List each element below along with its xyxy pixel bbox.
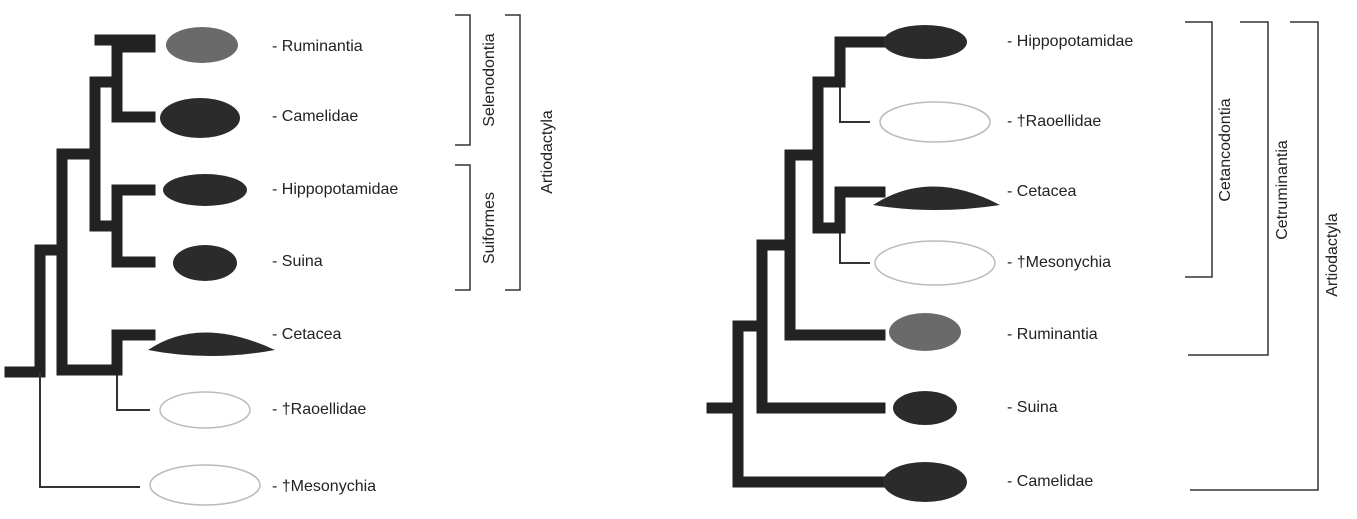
clade-label: Cetancodontia (1217, 98, 1234, 201)
leaf-label: - Camelidae (1007, 473, 1093, 490)
cetacean-icon (148, 333, 275, 357)
leaf-label: - Cetacea (1007, 183, 1076, 200)
suina-icon (893, 391, 957, 425)
leaf-label: - Suina (1007, 399, 1058, 416)
right-labels: - Hippopotamidae - †Raoellidae - Cetacea… (1007, 33, 1133, 490)
clade-bracket (1190, 22, 1318, 490)
raoellid-icon (160, 392, 250, 428)
clade-label: Suiformes (481, 192, 498, 264)
branch (117, 370, 150, 410)
leaf-label: - Ruminantia (272, 38, 363, 55)
leaf-label: - †Mesonychia (1007, 254, 1111, 271)
branch (840, 192, 880, 228)
branch (840, 42, 880, 82)
clade-bracket (1185, 22, 1212, 277)
left-tree-branches (10, 40, 150, 487)
right-animals (873, 25, 1000, 502)
branch (40, 372, 140, 487)
raoellid-icon (880, 102, 990, 142)
clade-label: Cetruminantia (1274, 140, 1291, 240)
branch (840, 82, 870, 122)
leaf-label: - Suina (272, 253, 323, 270)
leaf-label: - Ruminantia (1007, 326, 1098, 343)
left-animals (148, 27, 275, 505)
hippo-icon (883, 25, 967, 59)
leaf-label: - Hippopotamidae (1007, 33, 1133, 50)
branch (10, 250, 62, 372)
right-clades: Cetancodontia Cetruminantia Artiodactyla (1185, 22, 1341, 490)
leaf-label: - Cetacea (272, 326, 341, 343)
clade-bracket (455, 15, 470, 145)
ruminant-icon (889, 313, 961, 351)
leaf-label: - †Raoellidae (1007, 113, 1101, 130)
branch (790, 155, 880, 335)
leaf-label: - Hippopotamidae (272, 181, 398, 198)
ruminant-icon (166, 27, 238, 63)
left-labels: - Ruminantia - Camelidae - Hippopotamida… (272, 38, 398, 495)
leaf-label: - Camelidae (272, 108, 358, 125)
clade-bracket (505, 15, 520, 290)
camel-icon (883, 462, 967, 502)
clade-label: Artiodactyla (1324, 213, 1341, 297)
hippo-icon (163, 174, 247, 206)
clade-label: Selenodontia (481, 33, 498, 127)
mesonychid-icon (150, 465, 260, 505)
leaf-label: - †Raoellidae (272, 401, 366, 418)
right-tree-branches (712, 42, 880, 482)
clade-label: Artiodactyla (539, 110, 556, 194)
camel-icon (160, 98, 240, 138)
clade-bracket (455, 165, 470, 290)
suina-icon (173, 245, 237, 281)
branch (762, 245, 880, 408)
page: - Ruminantia - Camelidae - Hippopotamida… (0, 0, 1357, 519)
mesonychid-icon (875, 241, 995, 285)
left-clades: Selenodontia Suiformes Artiodactyla (455, 15, 556, 290)
cetacean-icon (873, 187, 1000, 211)
leaf-label: - †Mesonychia (272, 478, 376, 495)
figure: - Ruminantia - Camelidae - Hippopotamida… (0, 0, 1357, 519)
